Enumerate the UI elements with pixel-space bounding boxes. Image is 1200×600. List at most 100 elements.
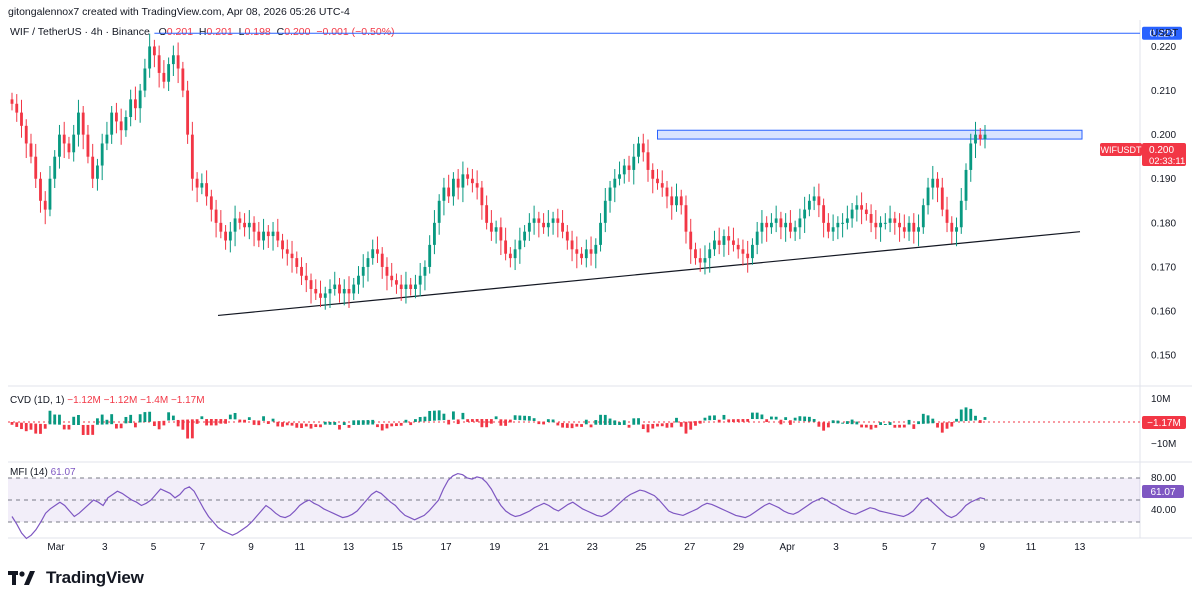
cvd-bar <box>129 414 133 424</box>
cvd-value-3: −1.4M <box>140 395 169 406</box>
cvd-bar <box>428 410 432 421</box>
cvd-bar <box>527 416 531 421</box>
cvd-bar <box>200 416 204 420</box>
cvd-bar <box>504 419 508 426</box>
cvd-bar <box>964 407 968 421</box>
candle <box>874 210 878 240</box>
cvd-bar <box>817 422 821 427</box>
candle <box>964 163 968 211</box>
cvd-bar <box>926 415 930 424</box>
candle <box>679 189 683 215</box>
candle <box>518 227 522 264</box>
candle <box>466 167 470 186</box>
cvd-bar <box>333 422 337 425</box>
cvd-bar <box>190 419 194 439</box>
candle <box>58 124 61 169</box>
cvd-bar <box>746 419 750 422</box>
cvd-bar <box>613 420 617 425</box>
close-value: 0.200 <box>284 26 311 38</box>
candle <box>366 251 370 282</box>
candle <box>717 227 721 255</box>
cvd-bar <box>309 423 313 429</box>
time-tick-13: 27 <box>684 542 696 553</box>
cvd-bar <box>409 422 413 426</box>
cvd-bar <box>171 415 175 421</box>
cvd-bar <box>442 413 446 421</box>
candle <box>281 233 284 259</box>
cvd-bar <box>380 424 384 431</box>
tradingview-logo[interactable]: TradingView <box>8 568 144 588</box>
cvd-bar <box>694 421 697 426</box>
cvd-bar <box>774 416 778 420</box>
candle <box>532 205 536 235</box>
price-chart[interactable]: 0.220 0.210 0.200 0.190 0.180 0.170 0.160 0.150… <box>0 0 1200 560</box>
candle <box>807 194 811 217</box>
candle <box>214 199 218 238</box>
cvd-bar <box>418 417 422 422</box>
cvd-bar <box>266 421 270 424</box>
candle <box>689 218 693 264</box>
candle <box>148 33 152 78</box>
candle <box>409 277 413 296</box>
cvd-bar <box>10 422 14 425</box>
candle <box>219 210 223 239</box>
cvd-value-1: −1.12M <box>67 395 101 406</box>
candle <box>912 213 916 244</box>
cvd-bar <box>760 414 764 420</box>
candle <box>442 177 446 216</box>
cvd-bar <box>110 414 114 425</box>
tradingview-logo-icon <box>8 571 35 585</box>
cvd-bar <box>974 415 977 421</box>
cvd-bar <box>285 422 289 426</box>
symbol-legend[interactable]: WIF / TetherUS · 4h · Binance O0.201 H0.… <box>10 26 395 38</box>
cvd-bar <box>969 408 973 421</box>
candle <box>760 210 764 244</box>
cvd-bar <box>347 424 351 428</box>
cvd-bar <box>584 419 588 425</box>
candle <box>276 218 280 248</box>
cvd-legend[interactable]: CVD (1D, 1) −1.12M −1.12M −1.4M −1.17M <box>10 395 205 406</box>
candle <box>385 257 389 291</box>
candle <box>224 225 228 250</box>
cvd-bar <box>575 423 579 427</box>
candle <box>902 214 906 239</box>
candle <box>945 196 949 233</box>
candle <box>86 124 90 164</box>
supply-zone[interactable] <box>657 129 1083 140</box>
candle <box>641 133 645 162</box>
cvd-bar <box>399 422 403 426</box>
candle <box>395 273 398 294</box>
mfi-legend[interactable]: MFI (14) 61.07 <box>10 467 76 478</box>
mfi-tick-80: 80.00 <box>1151 473 1176 484</box>
cvd-bar <box>589 424 593 428</box>
cvd-bar <box>679 422 683 427</box>
last-price-text: 0.200 <box>1149 145 1174 156</box>
time-axis[interactable]: Mar 3 5 7 9 11 13 15 17 19 21 23 25 27 29 Apr 3 5 7 9 11 13 <box>47 542 1085 553</box>
cvd-bar <box>703 417 707 421</box>
countdown-text: 02:33:11 <box>1149 156 1185 167</box>
price-axis[interactable]: 0.220 0.210 0.200 0.190 0.180 0.170 0.160 0.150 <box>1151 42 1176 362</box>
trendline[interactable] <box>217 231 1081 317</box>
candle <box>494 220 498 244</box>
candle <box>926 177 930 215</box>
cvd-bar <box>561 422 564 428</box>
candle <box>594 238 598 269</box>
cvd-bar <box>912 424 916 429</box>
candle <box>247 210 251 240</box>
cvd-bar <box>276 421 280 427</box>
cvd-bar <box>936 422 939 428</box>
cvd-bar <box>376 424 379 428</box>
cvd-bar <box>281 422 284 427</box>
candle <box>561 210 564 239</box>
candle <box>357 266 360 294</box>
candle <box>774 205 778 233</box>
time-tick-7: 15 <box>392 542 404 553</box>
candle <box>39 172 42 213</box>
time-tick-17: 5 <box>882 542 888 553</box>
candle <box>978 128 982 146</box>
cvd-bar <box>594 420 598 425</box>
cvd-bar <box>845 421 849 424</box>
low-label: L <box>238 26 245 38</box>
candle <box>599 213 602 252</box>
cvd-bar <box>72 416 76 425</box>
